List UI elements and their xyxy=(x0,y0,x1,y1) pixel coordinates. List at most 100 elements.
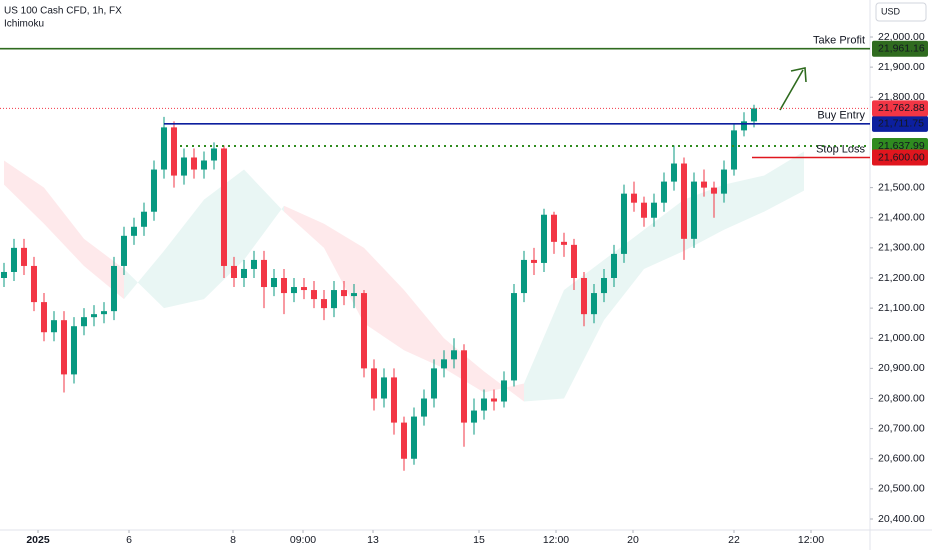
candle-body xyxy=(181,157,187,176)
candle-body xyxy=(421,398,427,417)
candle-body xyxy=(671,163,677,182)
cloud-segment xyxy=(44,187,84,266)
level-price-label: 21,711.75 xyxy=(878,118,924,130)
candle-body xyxy=(591,293,597,315)
cloud-segment xyxy=(724,175,764,230)
candle-body xyxy=(131,226,137,236)
y-tick-label: 20,900.00 xyxy=(878,362,925,374)
last-price-badge xyxy=(872,100,928,117)
candle-body xyxy=(251,259,257,269)
cloud-segment xyxy=(4,160,44,224)
candle-body xyxy=(351,293,357,297)
level-price-badge xyxy=(872,115,928,132)
candle-body xyxy=(381,377,387,399)
indicator-name: Ichimoku xyxy=(4,19,44,30)
y-tick-label: 22,000.00 xyxy=(878,31,925,43)
x-tick-label: 2025 xyxy=(26,534,50,546)
currency-button[interactable] xyxy=(875,2,927,22)
candle-body xyxy=(231,265,237,278)
candle-body xyxy=(101,311,107,315)
candle-body xyxy=(11,247,17,272)
candle-body xyxy=(491,398,497,402)
candle-body xyxy=(641,202,647,218)
level-name: Buy Entry xyxy=(817,110,865,122)
candle-body xyxy=(371,368,377,399)
candle-body xyxy=(701,181,707,188)
candle-body xyxy=(71,326,77,375)
candle-body xyxy=(651,202,657,218)
chart-title: US 100 Cash CFD, 1h, FX xyxy=(4,6,122,17)
last-price-label: 21,762.88 xyxy=(878,102,925,114)
candle-body xyxy=(291,287,297,294)
candle-body xyxy=(41,302,47,333)
candle-body xyxy=(731,130,737,170)
candle-body xyxy=(541,214,547,263)
level-name: Take Profit xyxy=(813,35,865,47)
x-tick-label: 09:00 xyxy=(290,534,316,546)
candle-body xyxy=(61,320,67,375)
cloud-segment xyxy=(404,290,444,369)
cloud-segment xyxy=(484,371,524,402)
plot xyxy=(1,104,804,471)
cloud-segment xyxy=(284,205,324,248)
candle-body xyxy=(201,160,207,170)
candle-body xyxy=(631,193,637,203)
candle-body xyxy=(121,235,127,266)
candle-body xyxy=(681,163,687,239)
candle-body xyxy=(81,317,87,327)
level-price-label: 21,637.99 xyxy=(878,140,925,152)
y-tick-label: 20,700.00 xyxy=(878,422,925,434)
candle-body xyxy=(301,287,307,291)
candle-body xyxy=(281,277,287,294)
candle-body xyxy=(331,290,337,309)
candle-body xyxy=(171,127,177,176)
candle-body xyxy=(581,277,587,315)
y-tick-label: 21,800.00 xyxy=(878,91,925,103)
candle-body xyxy=(521,259,527,294)
candle-body xyxy=(161,127,167,170)
cloud-segment xyxy=(644,199,684,269)
currency-label[interactable]: USD xyxy=(881,6,901,16)
candle-body xyxy=(91,314,97,318)
candle-body xyxy=(511,293,517,381)
x-tick-label: 12:00 xyxy=(543,534,569,546)
candle-body xyxy=(391,377,397,423)
candle-body xyxy=(261,259,267,288)
y-tick-label: 20,400.00 xyxy=(878,513,925,525)
candle-body xyxy=(451,350,457,360)
level-price-badge xyxy=(872,40,928,57)
candle-body xyxy=(211,148,217,161)
x-tick-label: 22 xyxy=(728,534,740,546)
candle-body xyxy=(271,277,277,288)
y-tick-label: 21,100.00 xyxy=(878,302,925,314)
candle-body xyxy=(21,247,27,266)
candle-body xyxy=(691,181,697,239)
cloud-segment xyxy=(764,151,804,212)
x-tick-label: 6 xyxy=(126,534,132,546)
candle-body xyxy=(571,244,577,278)
cloud-segment xyxy=(244,169,284,260)
y-tick-label: 21,200.00 xyxy=(878,272,925,284)
candle-body xyxy=(501,380,507,402)
level-price-badge xyxy=(872,149,928,166)
x-tick-label: 8 xyxy=(230,534,236,546)
candle-body xyxy=(411,416,417,459)
candle-body xyxy=(741,121,747,131)
y-tick-label: 20,800.00 xyxy=(878,392,925,404)
candle-body xyxy=(111,265,117,312)
cloud-segment xyxy=(364,247,404,351)
candle-body xyxy=(441,359,447,369)
candle-body xyxy=(661,181,667,203)
candle-body xyxy=(221,148,227,266)
candle-body xyxy=(401,422,407,459)
candle-body xyxy=(151,169,157,212)
candle-body xyxy=(241,268,247,278)
y-tick-label: 21,400.00 xyxy=(878,212,925,224)
x-tick-label: 15 xyxy=(473,534,485,546)
candle-body xyxy=(361,293,367,369)
y-tick-label: 21,300.00 xyxy=(878,242,925,254)
candle-body xyxy=(471,410,477,423)
arrow xyxy=(779,67,807,111)
